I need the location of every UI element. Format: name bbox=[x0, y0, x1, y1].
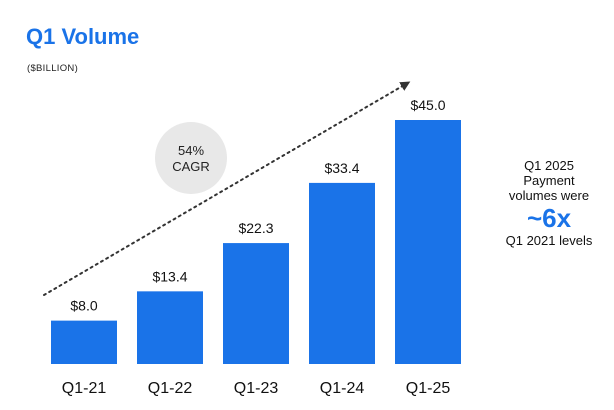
callout-line-1: Q1 2025 bbox=[524, 158, 574, 173]
callout-multiplier: ~6x bbox=[526, 203, 572, 233]
bar-q1-25 bbox=[395, 120, 461, 364]
cagr-trend-arrow bbox=[43, 81, 411, 296]
cagr-label: CAGR bbox=[172, 159, 210, 174]
x-tick-label: Q1-25 bbox=[406, 380, 451, 397]
bar-value-label: $45.0 bbox=[410, 97, 445, 113]
chart-subtitle: ($BILLION) bbox=[27, 63, 79, 74]
x-tick-label: Q1-24 bbox=[320, 380, 365, 397]
bar-value-label: $22.3 bbox=[238, 220, 273, 236]
chart-title: Q1 Volume bbox=[26, 24, 140, 49]
callout-line-3: volumes were bbox=[508, 188, 590, 203]
bar-q1-22 bbox=[137, 291, 203, 364]
bar-value-label: $13.4 bbox=[152, 268, 187, 284]
x-tick-label: Q1-22 bbox=[148, 380, 193, 397]
bar-q1-24 bbox=[309, 182, 375, 364]
bar-value-label: $33.4 bbox=[324, 160, 359, 176]
bar-q1-23 bbox=[223, 243, 289, 364]
x-tick-label: Q1-21 bbox=[62, 380, 107, 397]
bars-group: $8.0 Q1-21 $13.4 Q1-22 $22.3 Q1-23 $33.4 Q1-24 $… bbox=[51, 97, 461, 397]
callout-line-4: Q1 2021 levels bbox=[505, 233, 593, 248]
x-tick-label: Q1-23 bbox=[234, 380, 279, 397]
bar-q1-21 bbox=[51, 320, 117, 364]
callout-line-2: Payment bbox=[523, 173, 575, 188]
cagr-percent: 54% bbox=[178, 143, 204, 158]
bar-value-label: $8.0 bbox=[70, 298, 97, 314]
cagr-badge bbox=[155, 122, 227, 194]
volume-callout: Q1 2025 Payment volumes were ~6x Q1 2021… bbox=[490, 158, 608, 248]
